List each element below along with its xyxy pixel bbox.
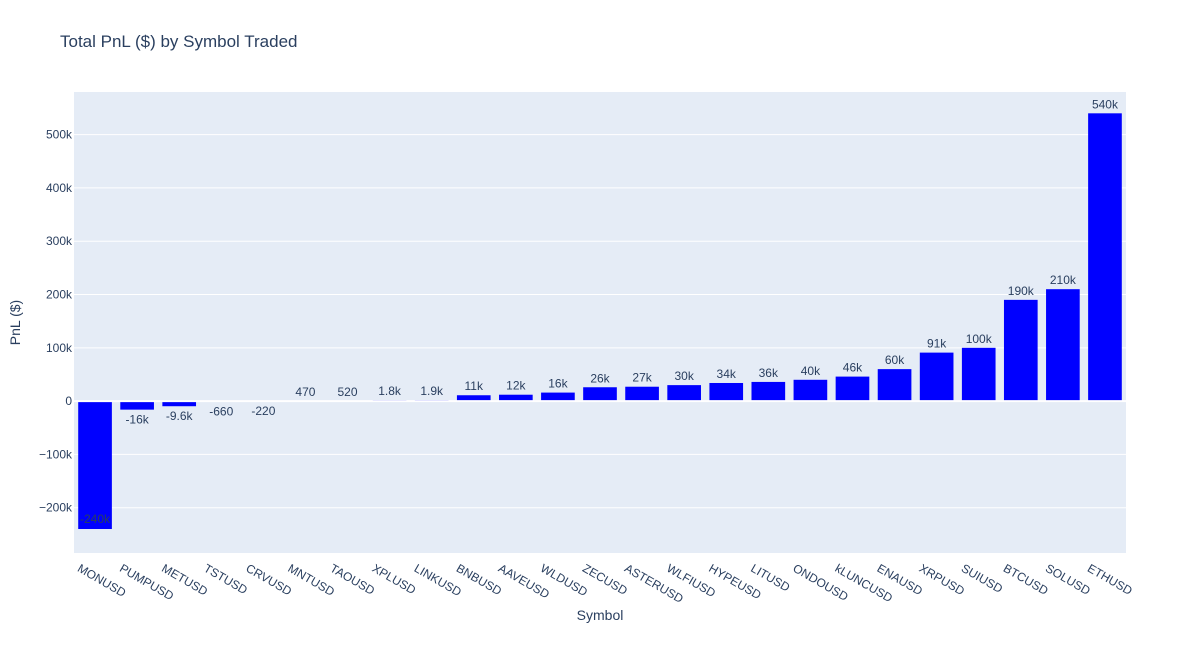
bar: [1003, 299, 1038, 402]
bar-value-label: 100k: [966, 332, 993, 346]
bar: [835, 376, 870, 402]
bar: [919, 352, 954, 402]
bar-value-label: 210k: [1050, 273, 1077, 287]
x-tick-label: SUIUSD: [959, 561, 1006, 596]
bar: [78, 401, 112, 530]
bar-value-label: 540k: [1092, 97, 1119, 111]
x-axis-title: Symbol: [577, 607, 624, 623]
bar-value-label: 27k: [632, 371, 652, 385]
bar: [456, 395, 491, 402]
bar-value-label: 30k: [674, 369, 694, 383]
bar-value-label: 11k: [465, 379, 484, 393]
y-tick-label: 400k: [46, 181, 73, 195]
bar-value-label: 1.8k: [378, 384, 402, 398]
x-tick-label: TAOUSD: [328, 561, 378, 598]
x-tick-label: LINKUSD: [412, 561, 464, 599]
x-tick-label: BTCUSD: [1001, 561, 1051, 598]
bar-value-label: 12k: [506, 379, 526, 393]
bar: [1088, 113, 1122, 402]
y-tick-label: 300k: [46, 234, 73, 248]
bar-value-label: 520: [338, 385, 358, 399]
bar-value-label: -240k: [80, 512, 111, 526]
bar-value-label: -16k: [125, 413, 149, 427]
bar-value-label: 1.9k: [420, 384, 444, 398]
bar: [667, 385, 701, 402]
y-tick-label: −100k: [39, 447, 73, 461]
y-tick-label: −200k: [39, 501, 73, 515]
bar: [162, 401, 197, 407]
bar-value-label: 190k: [1008, 284, 1035, 298]
bar-value-label: 36k: [759, 366, 779, 380]
chart-title: Total PnL ($) by Symbol Traded: [60, 32, 298, 51]
bar-value-label: 470: [295, 385, 315, 399]
x-tick-label: CRVUSD: [243, 561, 294, 599]
bar: [751, 381, 786, 402]
bar: [499, 394, 533, 402]
y-tick-label: 200k: [46, 288, 73, 302]
bar: [583, 387, 617, 402]
x-tick-label: ZECUSD: [580, 561, 630, 598]
bar: [625, 386, 659, 402]
y-tick-label: 100k: [46, 341, 73, 355]
bar-value-label: 16k: [548, 377, 568, 391]
bar: [961, 347, 996, 402]
y-tick-label: 0: [65, 394, 72, 408]
plot-area: [74, 92, 1126, 553]
x-tick-label: ETHUSD: [1085, 561, 1135, 598]
y-tick-label: 500k: [46, 128, 73, 142]
bar: [120, 401, 154, 410]
bar-value-label: 60k: [885, 353, 905, 367]
bar: [709, 382, 744, 402]
bar-value-label: 34k: [717, 367, 737, 381]
x-tick-label: TSTUSD: [201, 561, 250, 597]
x-tick-label: XPLUSD: [370, 561, 419, 597]
gridlines: [74, 134, 1126, 509]
x-tick-label: XRPUSD: [917, 561, 968, 598]
bar: [877, 369, 912, 402]
y-axis-title: PnL ($): [7, 300, 23, 345]
bar: [541, 392, 575, 402]
bar-value-label: 46k: [843, 361, 863, 375]
bar-value-label: -660: [209, 404, 233, 418]
bar-value-label: -220: [251, 404, 275, 418]
bar: [793, 379, 828, 402]
bar-value-label: 26k: [590, 371, 610, 385]
bar-value-label: 40k: [801, 364, 821, 378]
bar-value-label: 91k: [927, 337, 947, 351]
data-labels: -240k -16k -9.6k -660 -220 470 520 1.8k 1.9k 11k 1…: [80, 97, 1119, 526]
bar-value-label: -9.6k: [166, 409, 194, 423]
y-axis-ticks: −200k −100k 0 100k 200k 300k 400k 500k: [39, 128, 73, 515]
bar: [1046, 289, 1080, 402]
x-tick-label: SOLUSD: [1043, 561, 1093, 598]
x-tick-label: BNBUSD: [454, 561, 505, 598]
x-tick-label: MNTUSD: [286, 561, 338, 599]
x-axis-ticks: MONUSDPUMPUSDMETUSDTSTUSDCRVUSDMNTUSDTAO…: [75, 561, 1135, 606]
